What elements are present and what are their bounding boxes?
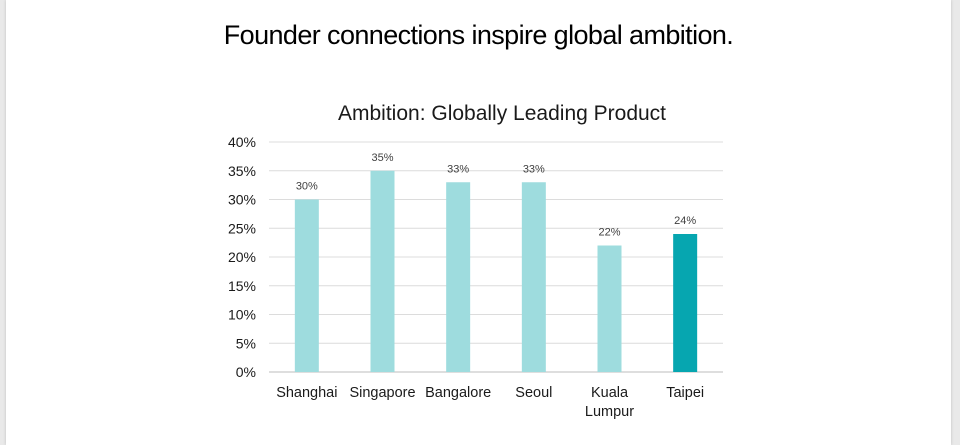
data-label: 30% [296,181,318,193]
y-tick-label: 0% [236,364,256,380]
data-label: 33% [447,163,469,175]
x-tick-label: Seoul [515,385,552,401]
slide: Founder connections inspire global ambit… [6,0,951,445]
bar-seoul [521,182,546,372]
bar-shanghai [294,199,319,372]
y-tick-label: 40% [228,134,256,150]
y-tick-label: 30% [228,192,256,208]
y-tick-label: 10% [228,307,256,323]
x-tick-label: Shanghai [276,385,337,401]
bar-taipei [673,234,698,372]
bar-chart: Ambition: Globally Leading Product 0% 5% 10… [228,102,723,420]
x-tick-label: Taipei [666,385,704,401]
chart-title: Ambition: Globally Leading Product [338,102,666,125]
slide-heading: Founder connections inspire global ambit… [223,20,734,50]
y-tick-label: 20% [228,249,256,265]
y-tick-label: 25% [228,220,256,236]
data-label: 22% [598,227,620,239]
bar-kuala-lumpur [597,245,622,372]
bar-bangalore [446,182,471,372]
x-tick-label: Bangalore [425,385,491,401]
y-tick-label: 15% [228,278,256,294]
data-label: 35% [371,152,393,164]
y-tick-label: 5% [236,335,256,351]
data-label: 33% [523,163,545,175]
x-tick-label: Kuala [591,385,629,401]
y-tick-label: 35% [228,163,256,179]
x-tick-label: Singapore [349,385,415,401]
x-tick-label: Lumpur [585,404,634,420]
data-label: 24% [674,215,696,227]
bar-singapore [370,170,395,372]
